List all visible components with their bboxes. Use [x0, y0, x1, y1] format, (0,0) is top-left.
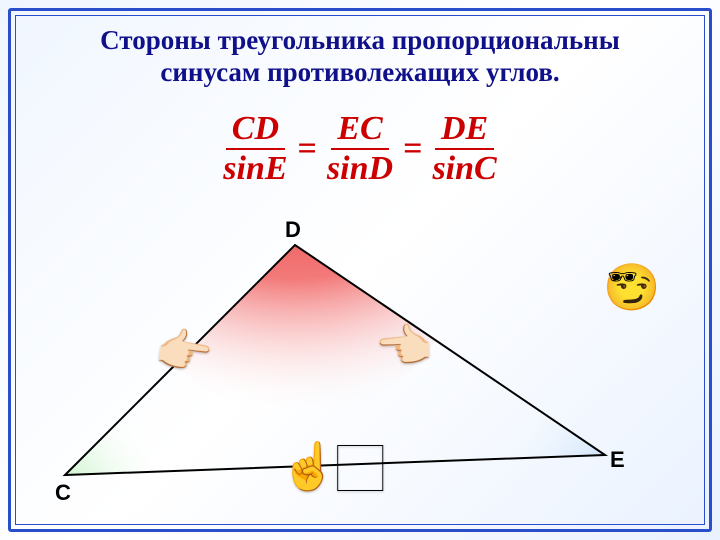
hand-point-up-icon: ☝️🏻: [280, 440, 383, 495]
hand-point-right-icon: 👉🏻: [151, 320, 217, 383]
slide: Стороны треугольника пропорциональны син…: [0, 0, 720, 540]
law-of-sines-formula: CD sinE = EC sinD = DE sinC: [0, 112, 720, 186]
fraction-2: EC sinD: [327, 112, 393, 186]
triangle-diagram: C D E 👉🏻 👈🏻 ☝️🏻: [45, 225, 635, 515]
denominator-1: sinE: [223, 150, 287, 186]
denominator-3: sinC: [432, 150, 496, 186]
numerator-2: EC: [331, 112, 388, 150]
equals-2: =: [401, 130, 424, 168]
thinking-emoji-icon: 😏 🕶: [604, 260, 660, 316]
vertex-label-c: C: [55, 480, 71, 506]
hand-point-left-icon: 👈🏻: [373, 318, 435, 377]
vertex-label-d: D: [285, 217, 301, 243]
fraction-1: CD sinE: [223, 112, 287, 186]
denominator-2: sinD: [327, 150, 393, 186]
vertex-label-e: E: [610, 447, 625, 473]
numerator-1: CD: [226, 112, 285, 150]
angle-fill-e: [445, 295, 635, 515]
title-line-1: Стороны треугольника пропорциональны: [0, 24, 720, 56]
glasses-icon: 🕶: [607, 263, 637, 292]
numerator-3: DE: [435, 112, 494, 150]
equals-1: =: [296, 130, 319, 168]
slide-title: Стороны треугольника пропорциональны син…: [0, 24, 720, 89]
title-line-2: синусам противолежащих углов.: [0, 56, 720, 88]
fraction-3: DE sinC: [432, 112, 496, 186]
